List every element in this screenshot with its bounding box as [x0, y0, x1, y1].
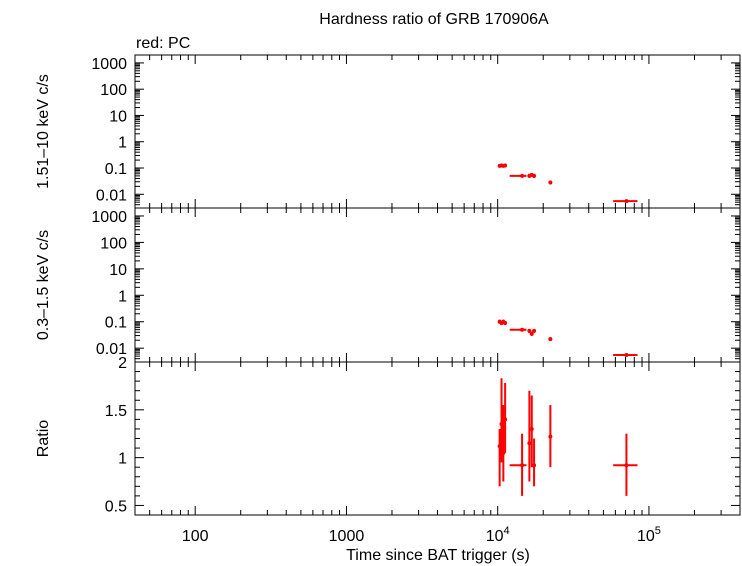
- data-point-ratio: [532, 438, 537, 487]
- y-tick-label-hard: 10: [109, 108, 127, 125]
- data-marker: [624, 353, 629, 358]
- x-tick-label: 100: [182, 528, 209, 545]
- data-point-soft: [509, 327, 527, 332]
- chart-subtitle: red: PC: [136, 35, 190, 52]
- data-marker: [503, 417, 508, 422]
- data-marker: [532, 173, 537, 178]
- chart-title: Hardness ratio of GRB 170906A: [319, 11, 549, 28]
- panel-frame-hard: [134, 54, 741, 209]
- panel-frame-ratio: [134, 361, 741, 516]
- y-tick-label-soft: 0.01: [96, 341, 127, 358]
- y-tick-label-soft: 1: [118, 288, 127, 305]
- y-tick-label-ratio: 2: [118, 355, 127, 372]
- data-marker: [624, 199, 629, 204]
- y-tick-label-soft: 1000: [91, 209, 127, 226]
- data-marker: [503, 320, 508, 325]
- data-point-ratio: [527, 390, 532, 482]
- data-marker: [529, 426, 534, 431]
- y-tick-label-soft: 0.1: [105, 315, 127, 332]
- x-tick-label: 105: [637, 525, 661, 545]
- data-point-soft: [529, 331, 534, 336]
- panel-frame-soft: [134, 207, 741, 363]
- y-tick-label-hard: 1000: [91, 56, 127, 73]
- data-marker: [548, 337, 553, 342]
- data-point-ratio: [613, 433, 638, 496]
- y-tick-label-hard: 0.01: [96, 187, 127, 204]
- data-marker: [532, 328, 537, 333]
- data-point-hard: [613, 199, 638, 204]
- x-tick-label: 104: [486, 525, 510, 545]
- x-axis-label: Time since BAT trigger (s): [346, 547, 530, 564]
- data-point-hard: [548, 180, 553, 185]
- data-point-ratio: [509, 433, 527, 496]
- data-point-ratio: [503, 383, 508, 453]
- y-axis-label-ratio: Ratio: [35, 420, 52, 457]
- data-marker: [520, 463, 525, 468]
- data-point-hard: [503, 163, 508, 168]
- data-marker: [527, 328, 532, 333]
- y-axis-label-soft: 0.3–1.5 keV c/s: [35, 230, 52, 340]
- y-tick-label-soft: 10: [109, 262, 127, 279]
- data-marker: [520, 173, 525, 178]
- data-marker: [529, 331, 534, 336]
- y-tick-label-ratio: 1.5: [105, 403, 127, 420]
- data-marker: [532, 463, 537, 468]
- data-point-soft: [527, 328, 532, 333]
- y-tick-label-hard: 100: [100, 82, 127, 99]
- data-point-soft: [613, 353, 638, 358]
- y-tick-label-ratio: 1: [118, 451, 127, 468]
- data-point-ratio: [529, 395, 534, 468]
- data-marker: [624, 463, 629, 468]
- data-point-soft: [548, 337, 553, 342]
- data-point-soft: [503, 320, 508, 326]
- y-tick-label-ratio: 0.5: [105, 498, 127, 515]
- plot-area: 1000 100 10 1 0.1 0.01 1.51–10 keV c/s 1000 100 1…: [35, 54, 741, 545]
- data-point-hard: [532, 173, 537, 178]
- y-tick-label-hard: 0.1: [105, 161, 127, 178]
- data-marker: [527, 441, 532, 446]
- data-point-soft: [532, 328, 537, 333]
- x-tick-label: 1000: [329, 528, 365, 545]
- y-axis-label-hard: 1.51–10 keV c/s: [35, 74, 52, 189]
- data-marker: [548, 180, 553, 185]
- data-point-hard: [509, 173, 527, 178]
- data-point-ratio: [548, 405, 553, 468]
- data-marker: [503, 163, 508, 168]
- y-tick-label-hard: 1: [118, 135, 127, 152]
- data-marker: [548, 434, 553, 439]
- data-marker: [520, 327, 525, 332]
- y-tick-label-soft: 100: [100, 235, 127, 252]
